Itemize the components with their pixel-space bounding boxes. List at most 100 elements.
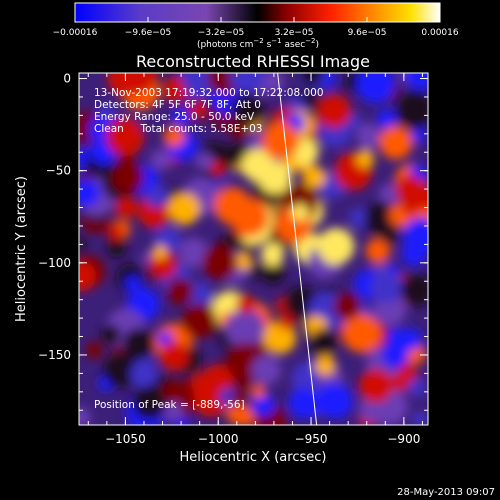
colorbar-unit-label: (photons cm−2 s−1 asec−2) (197, 37, 319, 50)
emission-blob (302, 165, 326, 189)
emission-blob (235, 253, 252, 270)
colorbar-tick-labels: −0.00016 −9.6e−05 −3.2e−05 3.2e−05 9.6e−… (53, 28, 459, 38)
emission-blob (107, 224, 123, 241)
colorbar-tick-label: 0.00016 (421, 28, 458, 38)
emission-blob (356, 123, 382, 149)
emission-blob (378, 184, 400, 205)
emission-blob (188, 100, 207, 120)
time-range-text: 13-Nov-2003 17:19:32.000 to 17:22:08.000 (94, 87, 324, 99)
emission-blob (225, 308, 265, 349)
colorbar-tick-label: 3.2e−05 (275, 28, 314, 38)
emission-blob (195, 152, 214, 171)
emission-blob (229, 73, 266, 95)
y-tick-label: −100 (38, 256, 71, 270)
emission-blob (163, 125, 185, 148)
emission-blob (103, 353, 139, 388)
colorbar-tick-label: −3.2e−05 (198, 28, 244, 38)
peak-position-text: Position of Peak = [-889,-56] (94, 399, 245, 411)
emission-blob (316, 94, 352, 129)
emission-blob (157, 331, 173, 346)
emission-blob (356, 73, 395, 104)
emission-blob (202, 244, 238, 281)
emission-blob (349, 208, 369, 228)
emission-blob (291, 204, 309, 221)
emission-blob (260, 242, 284, 267)
emission-blob (97, 103, 114, 120)
solar-limb-line (277, 73, 318, 425)
emission-blob (150, 149, 172, 171)
counts-text: Clean Total counts: 5.58E+03 (94, 123, 263, 135)
emission-blob (171, 107, 191, 126)
x-tick-label: −1000 (198, 432, 239, 446)
emission-blob (210, 161, 225, 176)
colorbar-tick-label: −0.00016 (53, 28, 98, 38)
emission-blob (235, 294, 255, 314)
emission-blob (292, 138, 319, 165)
emission-blob (341, 313, 381, 353)
emission-blob (381, 228, 398, 245)
emission-blob (115, 197, 138, 219)
emission-blob (251, 355, 282, 385)
emission-blob (382, 341, 409, 368)
emission-blob (107, 73, 144, 96)
x-axis-label: Heliocentric X (arcsec) (180, 450, 327, 465)
y-axis-ticks (79, 78, 428, 411)
emission-blob (396, 91, 428, 129)
emission-blob (317, 383, 353, 419)
emission-blob (241, 149, 275, 182)
emission-blob (122, 328, 155, 361)
emission-blob (237, 409, 255, 425)
emission-blob (251, 384, 266, 399)
colorbar-tick-label: 9.6e−05 (348, 28, 387, 38)
y-axis-label: Heliocentric Y (arcsec) (14, 176, 29, 322)
colorbar-ticks (74, 17, 441, 22)
emission-blob (166, 277, 194, 305)
emission-blob (314, 354, 336, 376)
emission-blob (317, 227, 355, 265)
emission-blob (164, 401, 184, 421)
x-axis-ticks (87, 73, 423, 425)
emission-blob (230, 92, 266, 127)
chart-title: Reconstructed RHESSI Image (136, 52, 370, 71)
emission-blob (407, 378, 427, 397)
emission-blob (168, 192, 201, 225)
x-tick-label: −1050 (105, 432, 146, 446)
emission-blob (358, 368, 393, 403)
info-annotations: 13-Nov-2003 17:19:32.000 to 17:22:08.000… (94, 87, 324, 411)
emission-blob (231, 391, 248, 408)
emission-blob (261, 121, 300, 160)
emission-blob (230, 198, 269, 237)
emission-blob (118, 155, 136, 173)
x-tick-labels: −1050 −1000 −950 −900 (105, 432, 420, 446)
emission-blob (356, 149, 375, 168)
emission-blob (365, 238, 391, 264)
emission-blob (278, 314, 295, 331)
emission-blob (386, 327, 407, 349)
emission-blob (309, 328, 337, 356)
emission-blob (125, 275, 142, 292)
colorbar (74, 2, 441, 23)
emission-blob (160, 342, 189, 371)
emission-blob (369, 270, 404, 304)
emission-blob (178, 237, 209, 268)
emission-blob (261, 260, 286, 285)
emission-blob (288, 388, 319, 419)
emission-blob (405, 73, 428, 91)
y-tick-label: −50 (46, 164, 71, 178)
emission-blob (412, 411, 428, 425)
emission-blob (251, 393, 275, 417)
emission-blob (85, 341, 103, 359)
emission-blob (145, 184, 169, 208)
y-tick-label: −150 (38, 348, 71, 362)
emission-blob (132, 385, 167, 420)
plot-area (79, 73, 428, 425)
footer-date: 28-May-2013 09:07 (397, 487, 495, 498)
emission-map (79, 73, 428, 425)
emission-blob (79, 261, 97, 292)
energy-range-text: Energy Range: 25.0 - 50.0 keV (94, 111, 255, 123)
emission-blob (400, 274, 428, 307)
y-tick-label: 0 (63, 72, 71, 86)
x-tick-label: −950 (295, 432, 328, 446)
emission-blob (403, 217, 428, 254)
